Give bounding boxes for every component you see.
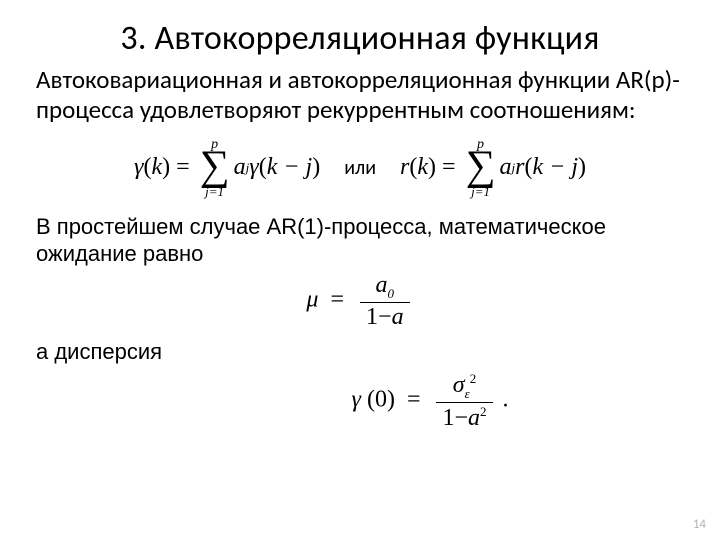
mu-num-a: a <box>376 272 388 298</box>
paren-open-2r: ( <box>525 154 533 181</box>
sum-symbol-2: p ∑ j=1 <box>466 138 496 198</box>
gamma0-arg: 0 <box>375 386 387 412</box>
r-fn: r <box>400 154 409 181</box>
var-numerator: σε2 <box>447 372 482 402</box>
ar1-paragraph: В простейшем случае AR(1)-процесса, мате… <box>36 214 684 268</box>
var-sigma: σ <box>453 372 465 398</box>
gamma-fn-r: γ <box>249 154 258 181</box>
mu-den-a: a <box>392 304 404 330</box>
r-arg: k <box>417 154 428 181</box>
coef-a-2: a <box>500 154 512 181</box>
paren-close-2r: ) <box>578 154 586 181</box>
equation-gamma: γ (k) = p ∑ j=1 aj γ (k − j) <box>134 138 320 198</box>
intro-paragraph: Автоковариационная и автокорреляционная … <box>36 65 684 124</box>
slide: 3. Автокорреляционная функция Автоковари… <box>0 0 720 540</box>
equation-variance: γ (0) = σε2 1−a2 . <box>36 372 684 430</box>
paren-close-r: ) <box>312 154 320 181</box>
or-label: или <box>344 156 376 180</box>
fraction-var: σε2 1−a2 <box>436 372 492 430</box>
mu-den-lead: 1− <box>366 304 392 330</box>
mu-num-sub: 0 <box>388 286 395 301</box>
paren-close: ) <box>162 154 170 181</box>
equals-2: = <box>436 154 462 181</box>
paren-close-g0: ) <box>387 386 395 412</box>
gamma-arg-r: k − j <box>267 154 313 181</box>
paren-close-2: ) <box>428 154 436 181</box>
var-sub: ε <box>465 386 470 401</box>
equals-var: = <box>401 386 427 412</box>
gamma-arg: k <box>151 154 162 181</box>
paren-open-g0: ( <box>367 386 375 412</box>
coef-a: a <box>234 154 246 181</box>
mu-symbol: μ <box>306 287 318 313</box>
gamma-fn: γ <box>134 154 143 181</box>
r-fn-r: r <box>515 154 524 181</box>
equals-mu: = <box>324 287 350 313</box>
period: . <box>503 386 509 412</box>
sigma-icon-2: ∑ <box>466 150 496 183</box>
var-denominator: 1−a2 <box>436 402 492 430</box>
sum-symbol: p ∑ j=1 <box>200 138 230 198</box>
gamma0-fn: γ <box>351 386 360 412</box>
r-arg-r: k − j <box>533 154 579 181</box>
sum-lower-2: j=1 <box>471 185 490 198</box>
var-den-lead: 1− <box>442 405 468 431</box>
var-sup: 2 <box>470 371 477 386</box>
var-den-sup: 2 <box>480 404 487 419</box>
equation-row: γ (k) = p ∑ j=1 aj γ (k − j) или r (k) =… <box>36 138 684 198</box>
var-den-a: a <box>468 405 480 431</box>
equals: = <box>170 154 196 181</box>
paren-open: ( <box>143 154 151 181</box>
page-number: 14 <box>693 517 706 532</box>
fraction-mu: a0 1−a <box>360 273 410 329</box>
equation-mu: μ = a0 1−a <box>36 273 684 329</box>
equation-r: r (k) = p ∑ j=1 aj r (k − j) <box>400 138 586 198</box>
mu-denominator: 1−a <box>360 302 410 329</box>
mu-numerator: a0 <box>370 273 401 302</box>
sum-lower: j=1 <box>205 185 224 198</box>
sigma-icon: ∑ <box>200 150 230 183</box>
variance-paragraph: а дисперсия <box>36 339 684 366</box>
paren-open-2: ( <box>409 154 417 181</box>
paren-open-r: ( <box>259 154 267 181</box>
slide-title: 3. Автокорреляционная функция <box>36 18 684 59</box>
